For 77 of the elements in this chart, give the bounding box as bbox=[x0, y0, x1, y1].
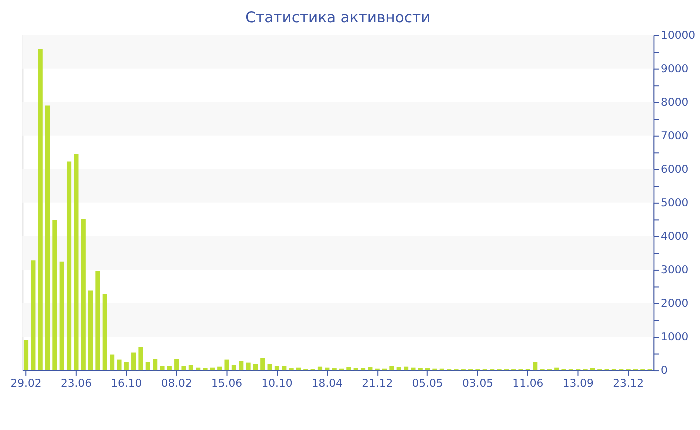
bar bbox=[167, 366, 172, 371]
bar bbox=[88, 290, 94, 371]
bar bbox=[60, 262, 64, 371]
y-tick-label: 0 bbox=[661, 364, 668, 377]
bar bbox=[224, 360, 230, 371]
bar bbox=[96, 271, 100, 371]
y-tick-label: 8000 bbox=[661, 96, 689, 109]
bar bbox=[102, 294, 108, 371]
bar bbox=[146, 362, 150, 371]
bar bbox=[274, 366, 280, 371]
y-tick-label: 5000 bbox=[661, 196, 689, 210]
bar bbox=[396, 368, 402, 371]
y-tick-label: 10000 bbox=[661, 28, 696, 42]
bar bbox=[590, 368, 596, 371]
bar bbox=[81, 219, 86, 371]
bar bbox=[138, 347, 144, 371]
bar bbox=[404, 366, 409, 371]
bar bbox=[160, 366, 165, 371]
bar bbox=[268, 364, 272, 371]
y-tick-label: 6000 bbox=[661, 162, 689, 176]
x-tick-label: 29.02 bbox=[10, 376, 42, 390]
x-tick-label: 21.12 bbox=[362, 376, 394, 390]
bar bbox=[360, 368, 366, 371]
bar bbox=[325, 368, 330, 371]
bar bbox=[66, 162, 72, 371]
bar bbox=[554, 368, 560, 371]
y-tick-label: 4000 bbox=[661, 230, 689, 243]
y-tick-label: 1000 bbox=[661, 330, 689, 344]
bar bbox=[174, 359, 180, 371]
bar bbox=[188, 366, 194, 371]
bar bbox=[296, 368, 302, 371]
x-tick-label: 03.05 bbox=[462, 376, 494, 390]
bar bbox=[390, 366, 394, 371]
x-tick-label: 18.04 bbox=[312, 376, 344, 390]
bar bbox=[24, 340, 29, 371]
bar bbox=[318, 366, 323, 371]
bar bbox=[239, 361, 244, 371]
bar bbox=[418, 368, 423, 371]
x-tick-label: 08.02 bbox=[161, 376, 192, 390]
bar bbox=[210, 368, 215, 371]
x-tick-label: 10.10 bbox=[262, 376, 293, 390]
bar bbox=[218, 366, 222, 371]
bar bbox=[203, 368, 208, 371]
bar bbox=[132, 352, 136, 371]
bar bbox=[246, 362, 251, 371]
x-tick-label: 13.09 bbox=[562, 376, 594, 390]
chart-title: Статистика активности bbox=[246, 10, 431, 27]
bar bbox=[38, 49, 43, 371]
x-tick-label: 05.05 bbox=[412, 376, 444, 390]
bar bbox=[354, 368, 358, 371]
bar bbox=[253, 364, 258, 371]
y-tick-label: 3000 bbox=[661, 263, 689, 276]
x-tick-label: 23.12 bbox=[613, 376, 644, 390]
bar bbox=[196, 368, 201, 371]
bar bbox=[117, 360, 122, 371]
bar bbox=[368, 368, 373, 371]
x-tick-label: 23.06 bbox=[60, 376, 92, 390]
bar bbox=[153, 359, 158, 371]
bar bbox=[346, 368, 352, 371]
bar bbox=[533, 362, 538, 371]
bar bbox=[45, 106, 50, 371]
y-tick-label: 9000 bbox=[661, 62, 689, 76]
x-tick-label: 16.10 bbox=[111, 376, 142, 390]
bar bbox=[232, 366, 236, 371]
x-tick-label: 11.06 bbox=[512, 376, 544, 390]
bar bbox=[182, 366, 186, 371]
x-tick-label: 15.06 bbox=[212, 376, 243, 390]
bar bbox=[282, 366, 287, 371]
bar bbox=[31, 260, 36, 371]
bar bbox=[110, 354, 115, 371]
bar bbox=[52, 220, 58, 371]
bar bbox=[124, 362, 129, 371]
bar bbox=[260, 358, 266, 371]
y-tick-label: 7000 bbox=[661, 129, 689, 142]
bar bbox=[411, 368, 416, 371]
bar bbox=[74, 154, 79, 371]
y-tick-label: 2000 bbox=[661, 296, 689, 310]
